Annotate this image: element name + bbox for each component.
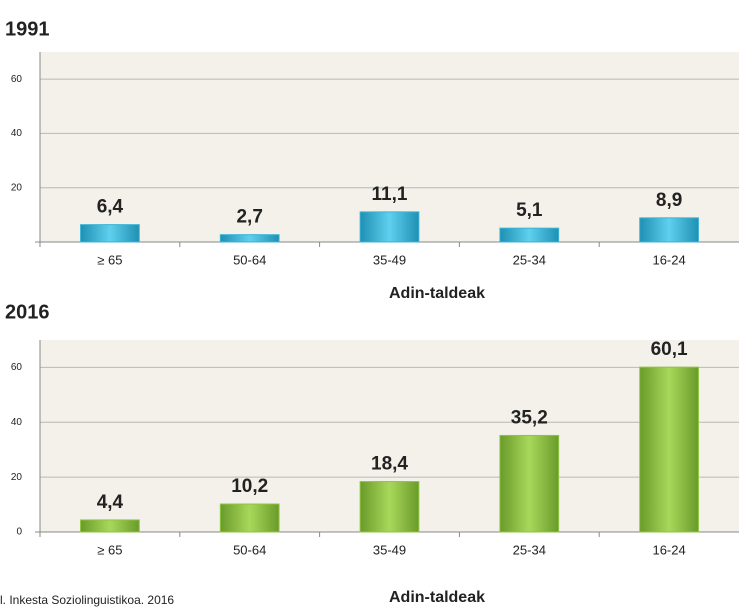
- y-tick-label: 40: [11, 128, 23, 139]
- value-label: 10,2: [231, 476, 268, 497]
- bar: [639, 217, 699, 243]
- bar: [499, 434, 560, 533]
- bar: [359, 481, 420, 533]
- y-tick-label: 40: [11, 417, 23, 428]
- x-tick-label: ≥ 65: [97, 252, 122, 267]
- y-tick-label: 0: [16, 527, 22, 538]
- x-axis-label: Adin-taldeak: [389, 285, 485, 302]
- bar: [499, 227, 560, 243]
- bar: [359, 211, 420, 243]
- chart-title: 1991: [5, 18, 50, 40]
- x-tick-label: 35-49: [373, 542, 406, 557]
- y-tick-label: 60: [11, 74, 23, 85]
- bar: [219, 503, 280, 533]
- value-label: 11,1: [372, 184, 408, 205]
- value-label: 5,1: [516, 200, 543, 221]
- x-tick-label: 25-34: [513, 252, 546, 267]
- x-tick-label: ≥ 65: [97, 542, 122, 557]
- value-label: 18,4: [371, 454, 408, 475]
- bar: [80, 224, 140, 243]
- chart-title: 2016: [5, 301, 50, 323]
- bar: [219, 234, 280, 243]
- y-tick-label: 20: [11, 472, 23, 483]
- value-label: 4,4: [97, 492, 124, 513]
- value-label: 2,7: [236, 207, 262, 228]
- value-label: 6,4: [97, 197, 124, 218]
- y-tick-label: 20: [11, 182, 23, 193]
- plot-area: [40, 52, 739, 242]
- y-tick-label: 60: [11, 362, 23, 373]
- bar: [639, 366, 699, 533]
- value-label: 35,2: [511, 407, 548, 428]
- x-tick-label: 50-64: [233, 542, 266, 557]
- x-tick-label: 35-49: [373, 252, 406, 267]
- x-tick-label: 16-24: [652, 252, 685, 267]
- x-tick-label: 50-64: [233, 252, 266, 267]
- x-tick-label: 16-24: [652, 542, 685, 557]
- x-axis-label: Adin-taldeak: [389, 589, 485, 606]
- bar: [80, 519, 140, 533]
- value-label: 8,9: [656, 190, 682, 211]
- x-tick-label: 25-34: [513, 542, 546, 557]
- value-label: 60,1: [651, 339, 688, 360]
- source: l. Inkesta Soziolinguistikoa. 2016: [0, 593, 174, 607]
